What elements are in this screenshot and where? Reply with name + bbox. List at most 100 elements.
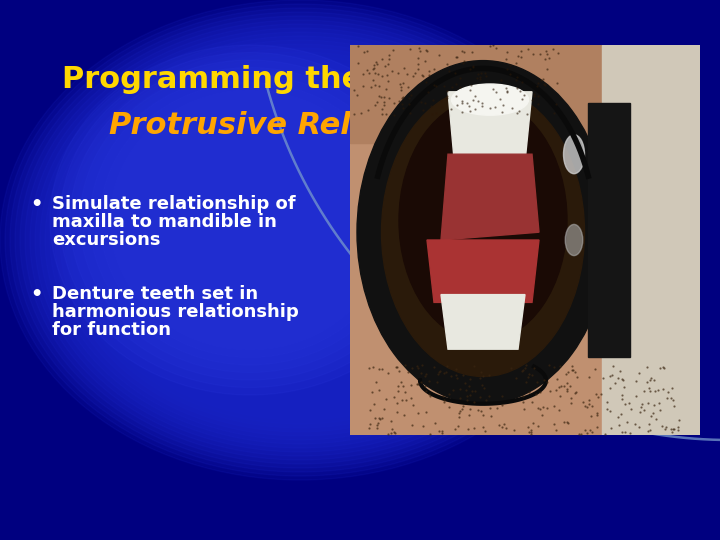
Point	[472, 406, 483, 415]
Point	[456, 96, 467, 105]
Point	[413, 364, 424, 373]
Point	[496, 392, 508, 401]
Point	[528, 50, 539, 58]
Point	[496, 107, 508, 116]
Point	[415, 98, 426, 107]
Point	[480, 396, 492, 405]
Point	[388, 111, 400, 119]
Point	[361, 66, 373, 75]
Point	[418, 422, 429, 430]
Point	[653, 399, 665, 407]
Point	[376, 92, 387, 101]
Point	[555, 381, 567, 390]
Point	[413, 380, 424, 388]
Point	[464, 65, 476, 73]
Point	[408, 401, 419, 409]
Ellipse shape	[60, 52, 440, 388]
Point	[431, 109, 442, 118]
Point	[450, 52, 462, 61]
Point	[387, 45, 399, 54]
Point	[514, 87, 526, 96]
Point	[462, 424, 474, 433]
Point	[608, 361, 619, 370]
Polygon shape	[427, 240, 539, 302]
Point	[569, 389, 580, 397]
Point	[533, 422, 544, 430]
Point	[477, 381, 488, 390]
Ellipse shape	[451, 84, 528, 115]
Point	[465, 81, 477, 90]
Point	[523, 370, 534, 379]
Point	[428, 363, 440, 372]
Point	[523, 428, 534, 436]
Point	[364, 406, 375, 415]
Point	[457, 58, 469, 67]
Point	[376, 105, 387, 114]
Point	[540, 46, 552, 55]
Point	[395, 85, 407, 94]
Point	[526, 428, 537, 436]
Point	[420, 99, 431, 107]
Point	[427, 110, 438, 118]
Point	[586, 402, 598, 410]
Point	[371, 59, 382, 68]
Point	[405, 90, 416, 99]
Point	[396, 100, 408, 109]
Point	[648, 400, 660, 409]
Point	[604, 384, 616, 393]
Point	[359, 48, 370, 57]
Point	[420, 408, 432, 416]
Point	[645, 374, 657, 382]
Point	[406, 421, 418, 430]
Point	[353, 42, 364, 50]
Point	[476, 99, 487, 107]
Point	[390, 363, 402, 372]
Point	[654, 406, 666, 414]
Point	[527, 418, 539, 427]
Point	[463, 410, 474, 419]
Point	[553, 406, 564, 414]
Point	[434, 367, 446, 376]
Point	[661, 393, 672, 402]
Point	[444, 403, 455, 411]
Point	[382, 70, 393, 79]
Point	[454, 394, 466, 403]
Point	[551, 375, 562, 383]
Point	[541, 64, 553, 73]
Point	[404, 109, 415, 117]
Text: •: •	[30, 195, 42, 214]
Point	[580, 401, 591, 410]
Text: maxilla to mandible in: maxilla to mandible in	[52, 213, 277, 231]
Point	[643, 427, 654, 435]
Point	[458, 402, 469, 410]
Point	[381, 85, 392, 93]
Point	[643, 383, 654, 392]
Point	[665, 394, 677, 403]
Point	[464, 381, 475, 390]
Point	[371, 98, 382, 106]
Point	[441, 93, 453, 102]
Point	[668, 425, 680, 434]
Point	[368, 60, 379, 69]
Point	[397, 396, 408, 404]
Point	[510, 374, 522, 383]
Ellipse shape	[20, 16, 580, 464]
Point	[367, 362, 379, 371]
Point	[500, 55, 511, 63]
Point	[554, 392, 566, 401]
Point	[667, 395, 679, 404]
Point	[562, 379, 573, 387]
Point	[549, 401, 560, 410]
Point	[538, 79, 549, 88]
Point	[364, 424, 375, 433]
Point	[490, 87, 502, 96]
Point	[522, 45, 534, 54]
Point	[464, 86, 475, 94]
Point	[436, 429, 448, 437]
Point	[497, 423, 508, 431]
Point	[472, 74, 483, 83]
Point	[605, 407, 616, 415]
Point	[567, 365, 579, 374]
Point	[553, 383, 564, 391]
Point	[500, 84, 512, 92]
